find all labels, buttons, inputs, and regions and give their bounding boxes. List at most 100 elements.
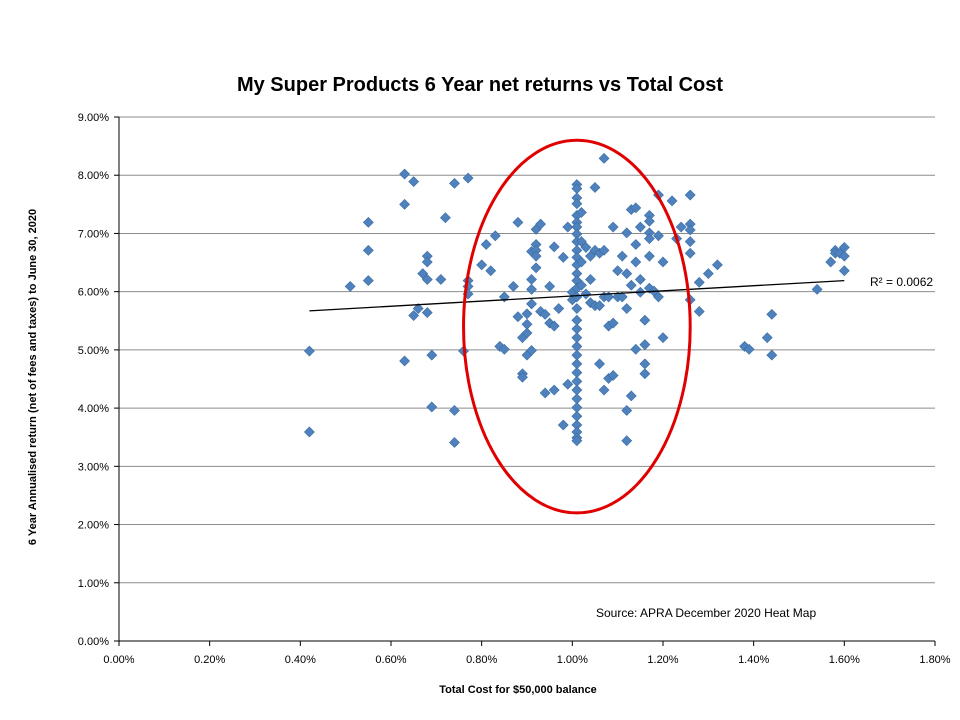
data-point bbox=[462, 172, 474, 184]
x-axis-title: Total Cost for $50,000 balance bbox=[439, 684, 597, 696]
data-point bbox=[439, 212, 451, 224]
data-point bbox=[702, 268, 714, 280]
x-tick-label: 1.60% bbox=[829, 654, 860, 666]
data-point bbox=[399, 198, 411, 210]
data-point bbox=[630, 256, 642, 268]
data-point bbox=[598, 152, 610, 164]
y-tick-label: 9.00% bbox=[78, 112, 109, 124]
data-point bbox=[621, 435, 633, 447]
data-point bbox=[761, 332, 773, 344]
data-point bbox=[616, 291, 628, 303]
data-point bbox=[517, 371, 528, 383]
data-point bbox=[562, 378, 574, 390]
data-point bbox=[675, 221, 687, 233]
data-point bbox=[630, 343, 642, 355]
data-point bbox=[521, 308, 533, 320]
x-tick-label: 0.20% bbox=[194, 654, 225, 666]
data-point bbox=[607, 370, 619, 381]
chart-title: My Super Products 6 Year net returns vs … bbox=[236, 74, 724, 96]
data-point bbox=[612, 265, 624, 277]
y-tick-label: 3.00% bbox=[78, 461, 109, 473]
data-point bbox=[589, 182, 601, 193]
data-point bbox=[544, 281, 556, 292]
data-point bbox=[526, 274, 537, 285]
data-point bbox=[548, 320, 560, 332]
source-annotation: Source: APRA December 2020 Heat Map bbox=[596, 606, 816, 620]
data-point bbox=[408, 310, 420, 321]
data-point bbox=[621, 268, 633, 280]
data-point bbox=[838, 265, 850, 277]
data-point bbox=[512, 216, 524, 228]
data-point bbox=[639, 314, 651, 326]
data-point bbox=[607, 221, 619, 233]
data-point bbox=[838, 250, 850, 262]
data-point bbox=[598, 244, 610, 256]
r-squared-label: R² = 0.0062 bbox=[870, 275, 933, 289]
data-point bbox=[303, 426, 315, 438]
data-point bbox=[653, 291, 664, 303]
highlight-ellipse-group bbox=[462, 138, 692, 515]
x-tick-labels: 0.00% 0.20% 0.40% 0.60% 0.80% 1.00% 1.20% 1.40%… bbox=[103, 654, 950, 666]
data-point bbox=[766, 308, 778, 320]
highlight-ellipse bbox=[462, 138, 692, 515]
data-point bbox=[634, 274, 646, 285]
grid-lines bbox=[114, 116, 936, 646]
data-point bbox=[485, 265, 497, 277]
x-tick-label: 1.20% bbox=[647, 654, 678, 666]
data-point bbox=[684, 247, 696, 259]
x-tick-label: 0.40% bbox=[285, 654, 316, 666]
y-tick-label: 4.00% bbox=[78, 403, 109, 415]
data-point bbox=[639, 368, 651, 380]
data-point bbox=[412, 303, 424, 314]
data-point bbox=[811, 283, 823, 295]
data-point bbox=[639, 339, 651, 351]
data-point bbox=[557, 419, 569, 431]
data-point bbox=[643, 233, 655, 245]
data-point bbox=[489, 230, 501, 242]
data-point bbox=[580, 288, 592, 300]
data-point bbox=[666, 195, 678, 207]
data-point bbox=[530, 250, 542, 262]
trendline-group bbox=[309, 279, 845, 312]
data-point bbox=[766, 349, 778, 361]
data-point bbox=[421, 274, 433, 285]
data-point bbox=[557, 251, 569, 263]
x-tick-label: 0.60% bbox=[375, 654, 406, 666]
y-tick-label: 7.00% bbox=[78, 228, 109, 240]
data-point bbox=[562, 221, 574, 233]
data-point bbox=[743, 343, 755, 355]
data-point bbox=[621, 227, 633, 239]
data-point bbox=[711, 259, 723, 271]
data-point bbox=[344, 281, 356, 292]
data-point bbox=[607, 317, 619, 329]
data-point bbox=[657, 332, 669, 344]
y-tick-labels: 0.00% 1.00% 2.00% 3.00% 4.00% 5.00% 6.00% 7.00%… bbox=[78, 112, 109, 648]
data-point bbox=[526, 283, 537, 295]
y-axis-title: 6 Year Annualised return (net of fees an… bbox=[27, 209, 39, 545]
data-point bbox=[421, 256, 433, 268]
data-point bbox=[399, 168, 411, 180]
data-point bbox=[449, 437, 460, 448]
data-point bbox=[399, 355, 411, 367]
data-point bbox=[684, 224, 696, 236]
data-point bbox=[630, 202, 642, 214]
y-tick-label: 2.00% bbox=[78, 520, 109, 532]
data-point bbox=[571, 303, 583, 314]
data-point bbox=[693, 306, 705, 317]
data-point bbox=[530, 262, 542, 274]
data-point bbox=[621, 303, 633, 314]
data-point bbox=[539, 387, 551, 399]
data-point bbox=[362, 275, 374, 287]
data-point bbox=[825, 256, 837, 268]
data-point bbox=[512, 311, 524, 323]
data-point bbox=[575, 207, 587, 218]
data-point bbox=[362, 216, 374, 228]
data-point bbox=[526, 345, 537, 356]
data-point bbox=[449, 405, 460, 416]
trendline bbox=[309, 279, 845, 312]
data-point bbox=[498, 343, 510, 355]
data-point bbox=[653, 230, 664, 242]
data-point bbox=[580, 241, 592, 253]
data-point bbox=[426, 401, 438, 413]
